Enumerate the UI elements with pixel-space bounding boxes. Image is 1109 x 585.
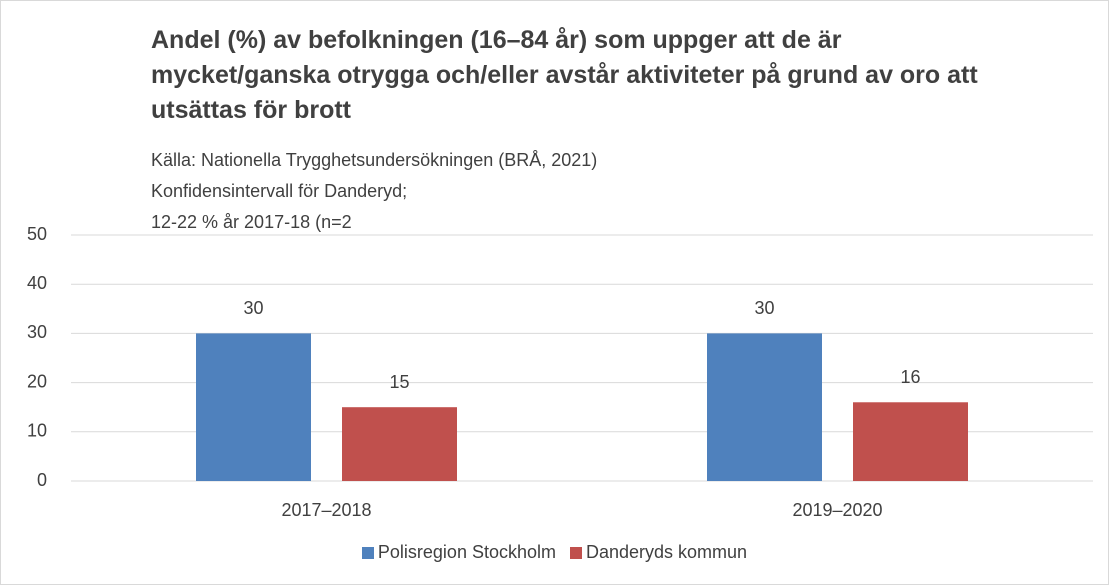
legend: Polisregion Stockholm Danderyds kommun [1,542,1108,563]
subtitle-line: 12-22 % år 2017-18 (n=2 [151,212,352,232]
legend-swatch [570,546,582,559]
y-tick-label: 20 [27,371,47,391]
x-tick-label: 2017–2018 [281,500,371,520]
y-tick-label: 30 [27,322,47,342]
value-label: 16 [900,367,920,387]
y-tick-label: 50 [27,224,47,244]
chart-title: Andel (%) av befolkningen (16–84 år) som… [151,26,978,124]
subtitle-line: Konfidensintervall för Danderyd; [151,181,408,201]
value-label: 15 [389,372,409,392]
value-label: 30 [243,298,263,318]
bar [853,402,968,481]
legend-entry: Polisregion Stockholm [361,542,556,563]
bar [707,333,822,481]
legend-label: Polisregion Stockholm [377,542,556,562]
bar [342,407,457,481]
legend-swatch [361,546,374,559]
y-tick-label: 0 [37,470,47,490]
value-label: 30 [754,298,774,318]
legend-entry: Danderyds kommun [570,542,747,563]
legend-label: Danderyds kommun [586,542,748,562]
y-tick-label: 40 [27,273,47,293]
y-tick-label: 10 [27,421,47,441]
subtitle: Källa: Nationella Trygghetsundersökninge… [151,145,597,238]
bar [196,333,311,481]
subtitle-line: Källa: Nationella Trygghetsundersökninge… [151,150,598,170]
x-tick-label: 2019–2020 [792,500,882,520]
